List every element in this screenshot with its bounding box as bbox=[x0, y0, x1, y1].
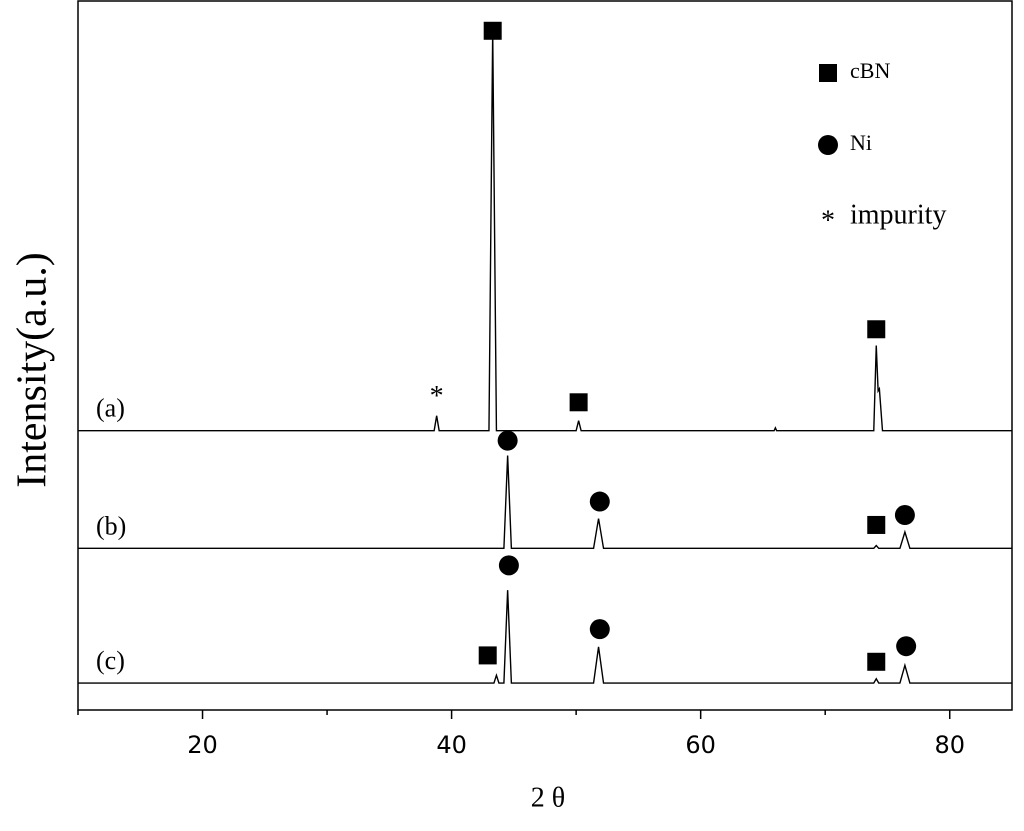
xrd-trace bbox=[78, 590, 1012, 684]
legend-label: impurity bbox=[850, 199, 946, 230]
x-tick-label: 40 bbox=[436, 731, 467, 759]
legend-symbol: * bbox=[821, 205, 835, 236]
x-tick-label: 20 bbox=[187, 731, 218, 759]
y-axis-label: Intensity(a.u.) bbox=[10, 252, 56, 488]
peak-marker: * bbox=[430, 381, 444, 412]
legend-symbol bbox=[819, 64, 837, 82]
peak-marker bbox=[589, 491, 610, 512]
peak-marker bbox=[483, 21, 502, 40]
peak-marker bbox=[894, 505, 915, 526]
peak-marker bbox=[478, 646, 497, 665]
x-tick-label: 60 bbox=[685, 731, 716, 759]
peak-marker bbox=[867, 320, 886, 339]
plot-frame bbox=[77, 0, 1013, 711]
peak-marker bbox=[867, 652, 886, 671]
peak-marker bbox=[867, 515, 886, 534]
peak-marker bbox=[589, 619, 610, 640]
peak-marker bbox=[896, 636, 917, 657]
xrd-trace bbox=[78, 455, 1012, 550]
legend-label: Ni bbox=[850, 130, 872, 155]
peak-marker bbox=[498, 555, 519, 576]
xrd-trace bbox=[78, 30, 1012, 432]
x-tick-label: 80 bbox=[934, 731, 965, 759]
trace-label: (b) bbox=[96, 511, 126, 540]
legend-label: cBN bbox=[850, 58, 890, 83]
peak-marker bbox=[497, 430, 518, 451]
trace-label: (a) bbox=[96, 394, 125, 423]
x-axis-label: 2 θ bbox=[531, 782, 565, 813]
legend-symbol bbox=[818, 135, 838, 155]
trace-label: (c) bbox=[96, 646, 125, 675]
peak-marker bbox=[569, 393, 588, 412]
